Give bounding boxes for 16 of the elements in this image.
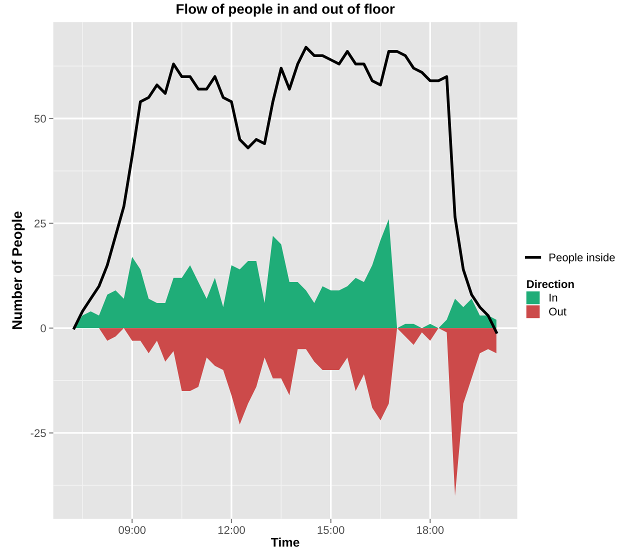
legend-label: Out xyxy=(549,308,566,316)
x-tick-label: 18:00 xyxy=(417,526,444,534)
x-tick-label: 09:00 xyxy=(118,526,146,534)
x-axis-title: Time xyxy=(270,538,300,547)
legend-title: Direction xyxy=(527,280,574,288)
x-tick-label: 15:00 xyxy=(318,526,344,534)
x-tick-label: 12:00 xyxy=(218,526,245,534)
legend-label: People inside xyxy=(549,253,615,264)
legend-label: In xyxy=(550,294,558,302)
y-tick-label: -25 xyxy=(30,429,46,438)
y-tick-label: 0 xyxy=(40,324,46,332)
chart-title: Flow of people in and out of floor xyxy=(176,4,395,17)
y-axis-title: Number of People xyxy=(12,212,25,329)
y-tick-label: 50 xyxy=(34,114,46,123)
line-series xyxy=(72,46,498,334)
y-tick-label: 25 xyxy=(34,220,46,228)
